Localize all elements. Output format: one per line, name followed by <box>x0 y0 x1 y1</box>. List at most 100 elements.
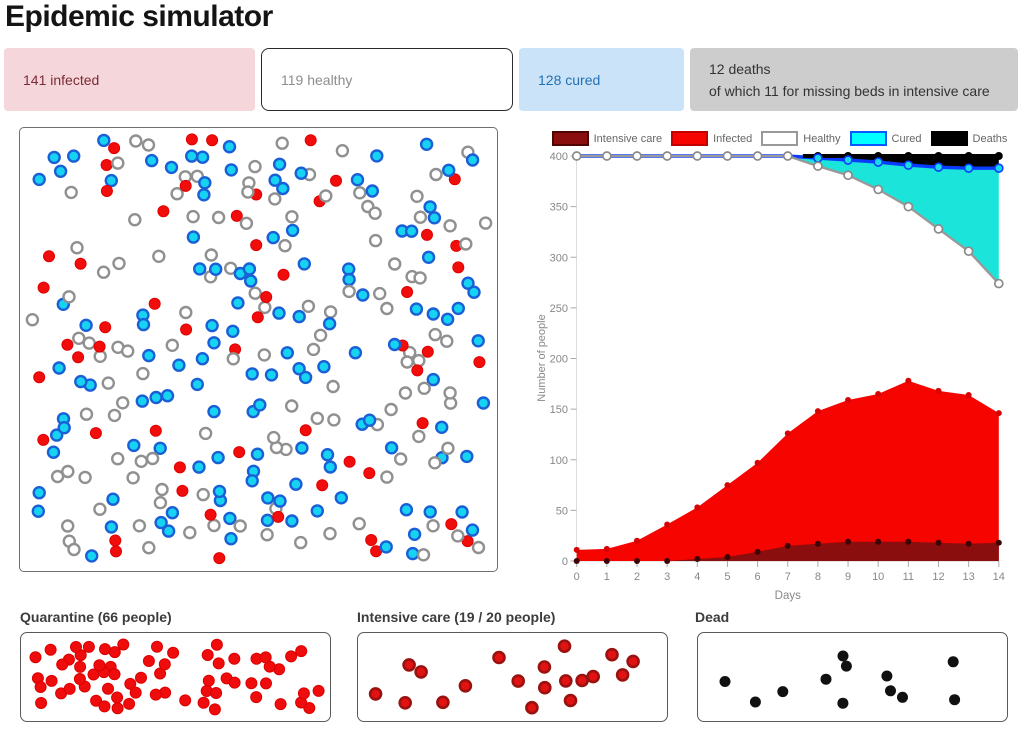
intensive-care-marker <box>965 540 972 547</box>
person-dot-quarantine <box>201 649 214 661</box>
person-dot-cured <box>362 413 377 427</box>
legend-swatch-deaths <box>930 131 968 146</box>
x-tick-label: 13 <box>963 571 975 583</box>
person-dot-healthy <box>25 312 40 327</box>
person-dot-healthy <box>82 336 96 350</box>
person-dot-healthy <box>248 159 262 174</box>
person-dot-healthy <box>79 407 94 421</box>
healthy-marker <box>571 151 582 161</box>
person-dot-healthy <box>120 344 135 358</box>
infected-area <box>576 380 999 561</box>
person-dot-cured <box>97 133 111 148</box>
x-tick-label: 9 <box>845 571 851 583</box>
y-tick-label: 50 <box>556 505 568 517</box>
person-dot-icu <box>368 687 383 701</box>
person-dot-infected <box>272 510 285 523</box>
person-dot-infected <box>109 534 122 547</box>
person-dot-healthy <box>394 452 408 466</box>
x-tick-label: 4 <box>694 571 700 583</box>
y-tick-label: 250 <box>550 303 568 315</box>
person-dot-dead <box>947 656 959 668</box>
person-dot-healthy <box>441 441 455 455</box>
person-dot-infected <box>110 545 122 558</box>
healthy-marker <box>632 151 642 161</box>
healthy-marker <box>752 151 763 161</box>
person-dot-icu <box>559 674 573 688</box>
person-dot-infected <box>74 257 87 270</box>
infected-marker <box>724 482 731 489</box>
person-dot-healthy <box>368 233 383 248</box>
person-dot-quarantine <box>167 646 180 659</box>
person-dot-infected <box>99 321 112 334</box>
person-dot-cured <box>320 448 335 462</box>
person-dot-healthy <box>186 209 200 224</box>
person-dot-healthy <box>443 219 457 233</box>
stat-deaths-detail: of which 11 for missing beds in intensiv… <box>709 82 990 99</box>
person-dot-icu <box>492 650 506 665</box>
person-dot-healthy <box>410 189 424 204</box>
person-dot-cured <box>231 296 245 310</box>
y-tick-label: 0 <box>562 556 568 568</box>
person-dot-cured <box>317 359 331 374</box>
person-dot-quarantine <box>111 702 124 715</box>
person-dot-quarantine <box>129 686 142 699</box>
intensive-care-panel-title: Intensive care (19 / 20 people) <box>357 609 556 625</box>
person-dot-infected <box>43 250 55 263</box>
person-dot-cured <box>384 441 399 455</box>
person-dot-icu <box>586 669 600 684</box>
stat-deaths-box: 12 deaths of which 11 for missing beds i… <box>690 48 1018 111</box>
person-dot-cured <box>104 173 119 188</box>
person-dot-cured <box>32 172 46 187</box>
quarantine-panel <box>20 632 331 722</box>
person-dot-cured <box>195 150 210 164</box>
person-dot-quarantine <box>260 677 272 690</box>
person-dot-quarantine <box>210 687 223 699</box>
person-dot-icu <box>537 660 552 674</box>
person-dot-quarantine <box>285 650 298 663</box>
person-dot-infected <box>213 552 226 565</box>
person-dot-cured <box>423 200 437 214</box>
person-dot-infected <box>233 446 246 459</box>
deaths-area <box>576 156 999 169</box>
person-dot-healthy <box>61 464 75 479</box>
person-dot-cured <box>190 377 205 392</box>
legend-item-healthy: Healthy <box>761 131 841 146</box>
person-dot-cured <box>192 460 206 474</box>
y-axis-title: Number of people <box>536 314 548 401</box>
person-dot-cured <box>476 396 491 410</box>
person-dot-healthy <box>132 519 147 533</box>
person-dot-healthy <box>353 186 367 200</box>
person-dot-infected <box>157 205 170 218</box>
deaths-marker <box>904 152 913 160</box>
person-dot-infected <box>100 185 113 197</box>
person-dot-quarantine <box>142 655 155 667</box>
person-dot-cured <box>106 492 120 506</box>
person-dot-quarantine <box>82 640 95 653</box>
person-dot-healthy <box>61 519 75 533</box>
person-dot-healthy <box>248 286 262 300</box>
person-dot-quarantine <box>274 698 287 711</box>
deaths-marker <box>964 152 973 160</box>
dead-panel-title: Dead <box>695 609 730 625</box>
person-dot-cured <box>334 491 348 505</box>
cured-marker <box>903 160 914 170</box>
person-dot-cured <box>379 540 393 554</box>
infected-marker <box>694 504 701 511</box>
person-dot-cured <box>310 504 324 518</box>
person-dot-healthy <box>478 216 493 230</box>
person-dot-quarantine <box>98 700 111 713</box>
infected-marker <box>573 546 580 553</box>
x-tick-label: 2 <box>634 571 640 583</box>
intensive-care-marker <box>995 539 1002 546</box>
person-dot-healthy <box>416 548 431 562</box>
person-dot-cured <box>245 474 259 488</box>
person-dot-healthy <box>170 186 184 201</box>
intensive-care-marker <box>573 558 580 564</box>
person-dot-dead <box>881 670 893 682</box>
person-dot-healthy <box>412 429 426 444</box>
person-dot-cured <box>406 546 420 561</box>
person-dot-quarantine <box>90 694 103 707</box>
person-dot-cured <box>243 274 258 288</box>
person-dot-cured <box>419 137 434 151</box>
